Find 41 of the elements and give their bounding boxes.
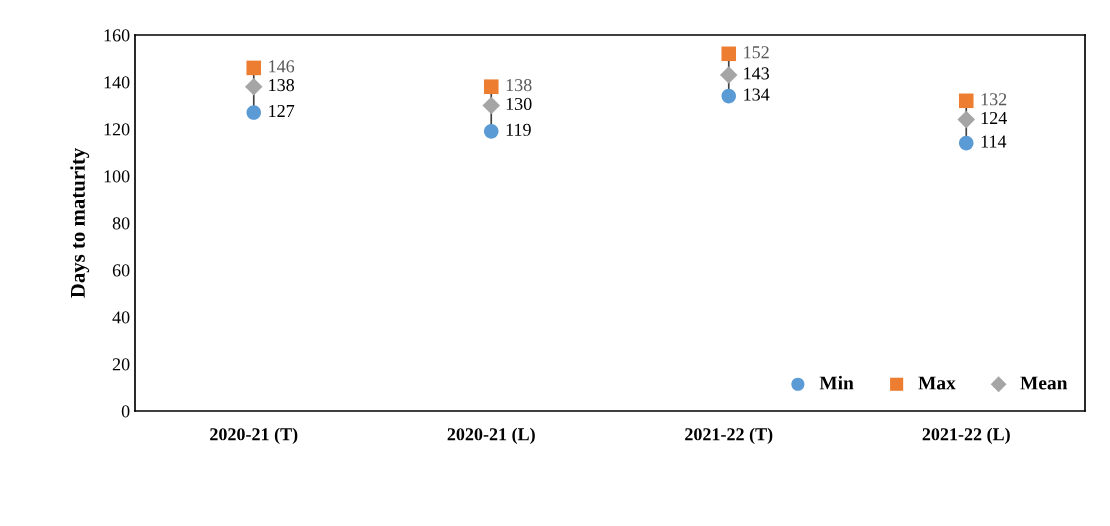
point bbox=[958, 135, 974, 151]
data-label: 124 bbox=[981, 111, 1007, 124]
point bbox=[958, 93, 974, 109]
y-axis-title: Days to maturity bbox=[70, 147, 90, 298]
y-tick-label: 100 bbox=[104, 170, 130, 183]
data-label: 127 bbox=[269, 104, 295, 117]
data-label: 138 bbox=[506, 79, 532, 92]
legend-label: Max bbox=[918, 376, 956, 390]
point bbox=[957, 110, 976, 129]
data-label: 119 bbox=[506, 123, 531, 136]
point bbox=[246, 105, 262, 120]
point bbox=[246, 60, 262, 76]
point bbox=[719, 66, 738, 84]
x-tick-label: 2020-21 (L) bbox=[447, 427, 535, 445]
point bbox=[721, 46, 737, 62]
y-tick-label: 40 bbox=[112, 311, 130, 324]
data-label: 146 bbox=[269, 60, 295, 73]
point bbox=[483, 79, 499, 94]
y-tick-label: 120 bbox=[104, 123, 130, 136]
data-label: 114 bbox=[981, 135, 1007, 148]
data-label: 132 bbox=[981, 93, 1007, 106]
point bbox=[482, 96, 501, 115]
x-tick-label: 2021-22 (L) bbox=[922, 427, 1010, 445]
x-tick-label: 2020-21 (T) bbox=[210, 427, 298, 445]
legend-label: Mean bbox=[1020, 376, 1068, 390]
point bbox=[483, 124, 499, 139]
data-label: 138 bbox=[269, 79, 295, 92]
y-tick-label: 0 bbox=[121, 405, 130, 418]
y-tick-label: 80 bbox=[112, 217, 130, 230]
x-tick-label: 2021-22 (T) bbox=[685, 427, 773, 445]
data-label: 134 bbox=[744, 88, 770, 101]
point bbox=[244, 77, 263, 96]
point bbox=[721, 88, 737, 104]
legend-label: Min bbox=[819, 375, 854, 390]
data-label: 152 bbox=[744, 46, 769, 59]
y-tick-label: 160 bbox=[104, 29, 130, 42]
y-tick-label: 60 bbox=[112, 264, 130, 277]
y-tick-label: 140 bbox=[104, 76, 130, 89]
y-tick-label: 20 bbox=[112, 358, 130, 371]
data-label: 143 bbox=[744, 67, 770, 80]
data-label: 130 bbox=[506, 97, 532, 111]
